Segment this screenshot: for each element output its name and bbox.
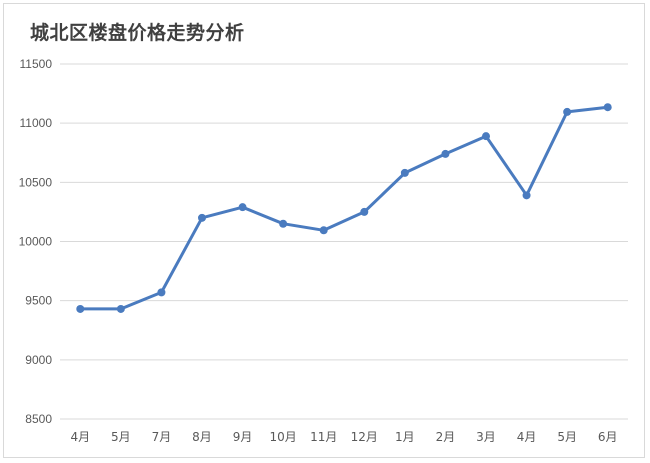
data-point	[482, 132, 490, 141]
x-tick-label: 10月	[270, 430, 297, 444]
x-tick-label: 5月	[557, 430, 577, 444]
x-tick-label: 4月	[70, 430, 90, 444]
data-point	[76, 304, 85, 313]
y-tick-label: 10000	[19, 235, 53, 249]
data-point	[522, 191, 531, 200]
data-point	[603, 103, 612, 112]
x-tick-label: 5月	[111, 430, 131, 444]
data-point	[563, 107, 572, 116]
chart-title: 城北区楼盘价格走势分析	[30, 22, 245, 44]
y-tick-label: 9000	[25, 353, 52, 367]
y-tick-label: 10500	[19, 175, 53, 189]
data-point	[157, 288, 166, 297]
data-point	[441, 149, 450, 158]
y-axis-tick-labels: 8500 9000 9500 10000 10500 11000 11500	[19, 57, 53, 426]
x-axis-tick-labels: 4月 5月 7月 8月 9月 10月 11月 12月 1月 2月 3月 4月 5月 6月	[70, 430, 617, 444]
gridlines	[60, 63, 628, 420]
data-point	[319, 226, 328, 235]
series-line-layer	[78, 105, 610, 311]
y-tick-label: 11000	[20, 116, 53, 130]
x-tick-label: 8月	[192, 430, 212, 444]
data-points	[76, 103, 612, 313]
x-tick-label: 1月	[395, 430, 415, 444]
x-tick-label: 3月	[476, 430, 496, 444]
x-tick-label: 6月	[598, 430, 618, 444]
y-tick-label: 11500	[20, 57, 53, 71]
x-tick-label: 11月	[310, 430, 337, 444]
x-tick-label: 9月	[233, 430, 253, 444]
data-point	[360, 207, 369, 216]
data-point	[116, 304, 125, 313]
x-tick-label: 12月	[351, 430, 378, 444]
y-tick-label: 8500	[25, 412, 52, 426]
y-tick-label: 9500	[25, 294, 52, 308]
data-point	[238, 203, 247, 212]
x-tick-label: 2月	[436, 430, 456, 444]
x-tick-label: 7月	[152, 430, 172, 444]
data-point	[198, 213, 206, 222]
x-tick-label: 4月	[517, 430, 537, 444]
data-point	[400, 168, 409, 177]
data-point	[279, 219, 288, 228]
series-line	[78, 105, 610, 311]
